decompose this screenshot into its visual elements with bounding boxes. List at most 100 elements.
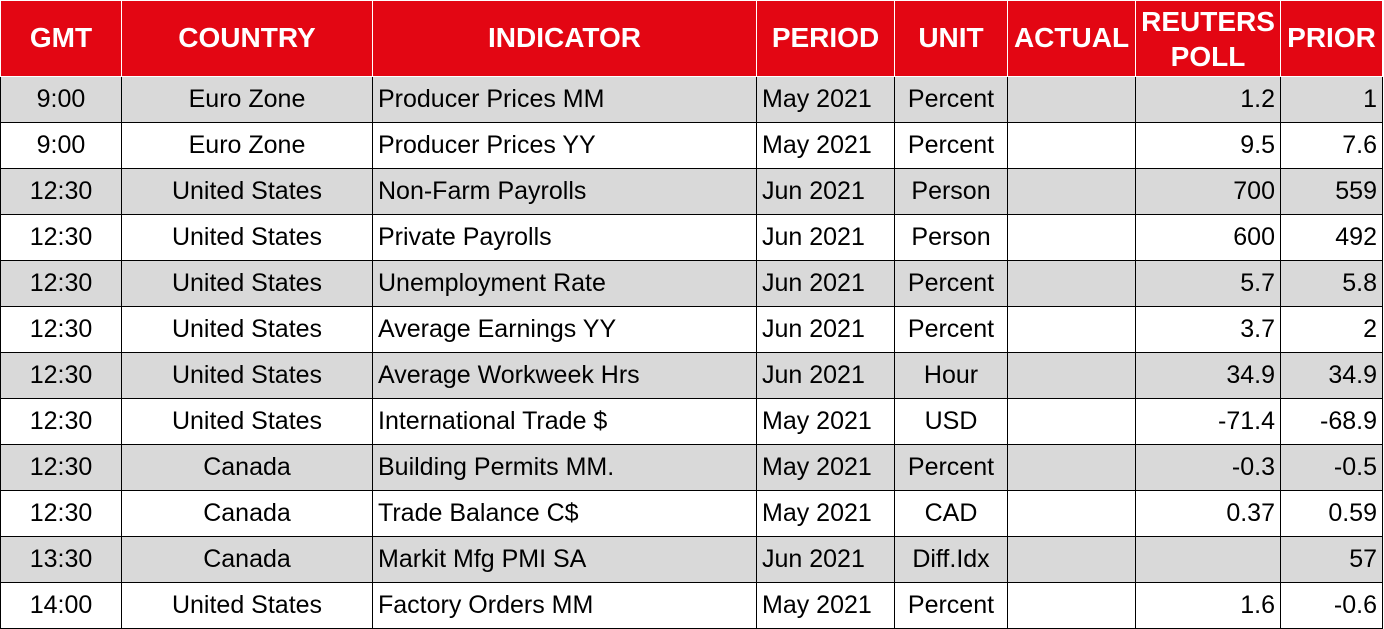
table-row: 12:30 United States Average Workweek Hrs Ju…: [0, 352, 1383, 399]
table-row: 9:00 Euro Zone Producer Prices YY May 2021 P…: [0, 122, 1383, 169]
cell-prior: 2: [1280, 306, 1383, 353]
cell-country: United States: [121, 306, 373, 353]
cell-country: United States: [121, 398, 373, 445]
cell-reuters-poll: 700: [1135, 168, 1281, 215]
header-country: COUNTRY: [121, 0, 373, 77]
cell-period: May 2021: [756, 76, 895, 123]
cell-actual: [1007, 490, 1136, 537]
cell-gmt: 12:30: [0, 260, 122, 307]
cell-period: May 2021: [756, 444, 895, 491]
cell-unit: Hour: [894, 352, 1008, 399]
cell-period: Jun 2021: [756, 536, 895, 583]
cell-period: May 2021: [756, 490, 895, 537]
cell-prior: 5.8: [1280, 260, 1383, 307]
cell-country: Canada: [121, 490, 373, 537]
header-row: GMT COUNTRY INDICATOR PERIOD UNIT ACTUAL…: [0, 0, 1383, 77]
cell-country: United States: [121, 168, 373, 215]
cell-indicator: Unemployment Rate: [372, 260, 757, 307]
cell-reuters-poll: 1.6: [1135, 582, 1281, 629]
cell-prior: -68.9: [1280, 398, 1383, 445]
cell-country: Euro Zone: [121, 76, 373, 123]
cell-period: May 2021: [756, 398, 895, 445]
cell-unit: Person: [894, 214, 1008, 261]
cell-unit: USD: [894, 398, 1008, 445]
cell-gmt: 13:30: [0, 536, 122, 583]
cell-unit: Percent: [894, 76, 1008, 123]
header-gmt: GMT: [0, 0, 122, 77]
cell-gmt: 9:00: [0, 122, 122, 169]
header-prior: PRIOR: [1280, 0, 1383, 77]
cell-country: United States: [121, 582, 373, 629]
table-row: 12:30 United States Unemployment Rate Jun 2…: [0, 260, 1383, 307]
cell-prior: 492: [1280, 214, 1383, 261]
cell-indicator: Markit Mfg PMI SA: [372, 536, 757, 583]
cell-gmt: 12:30: [0, 490, 122, 537]
cell-period: Jun 2021: [756, 168, 895, 215]
cell-reuters-poll: 5.7: [1135, 260, 1281, 307]
cell-period: May 2021: [756, 122, 895, 169]
cell-indicator: Building Permits MM.: [372, 444, 757, 491]
cell-indicator: Trade Balance C$: [372, 490, 757, 537]
cell-period: Jun 2021: [756, 306, 895, 353]
cell-actual: [1007, 444, 1136, 491]
cell-actual: [1007, 306, 1136, 353]
cell-indicator: Average Earnings YY: [372, 306, 757, 353]
cell-actual: [1007, 260, 1136, 307]
cell-unit: Percent: [894, 444, 1008, 491]
cell-prior: 34.9: [1280, 352, 1383, 399]
table-body: 9:00 Euro Zone Producer Prices MM May 2021 P…: [0, 76, 1383, 629]
cell-actual: [1007, 214, 1136, 261]
cell-reuters-poll: 9.5: [1135, 122, 1281, 169]
cell-period: Jun 2021: [756, 214, 895, 261]
header-period: PERIOD: [756, 0, 895, 77]
table-row: 13:30 Canada Markit Mfg PMI SA Jun 2021 Diff…: [0, 536, 1383, 583]
cell-country: United States: [121, 352, 373, 399]
cell-gmt: 12:30: [0, 214, 122, 261]
cell-gmt: 12:30: [0, 352, 122, 399]
cell-reuters-poll: 0.37: [1135, 490, 1281, 537]
cell-period: Jun 2021: [756, 352, 895, 399]
cell-indicator: Producer Prices MM: [372, 76, 757, 123]
cell-actual: [1007, 76, 1136, 123]
cell-unit: Percent: [894, 122, 1008, 169]
cell-country: Canada: [121, 444, 373, 491]
table-row: 14:00 United States Factory Orders MM May 2…: [0, 582, 1383, 629]
cell-reuters-poll: 3.7: [1135, 306, 1281, 353]
cell-reuters-poll: -71.4: [1135, 398, 1281, 445]
cell-unit: Percent: [894, 582, 1008, 629]
cell-gmt: 12:30: [0, 444, 122, 491]
table-row: 9:00 Euro Zone Producer Prices MM May 2021 P…: [0, 76, 1383, 123]
cell-actual: [1007, 398, 1136, 445]
cell-unit: CAD: [894, 490, 1008, 537]
cell-prior: 57: [1280, 536, 1383, 583]
cell-prior: 1: [1280, 76, 1383, 123]
cell-reuters-poll: 34.9: [1135, 352, 1281, 399]
cell-reuters-poll: -0.3: [1135, 444, 1281, 491]
cell-unit: Percent: [894, 306, 1008, 353]
table-row: 12:30 United States Average Earnings YY Jun…: [0, 306, 1383, 353]
cell-actual: [1007, 352, 1136, 399]
cell-prior: 559: [1280, 168, 1383, 215]
cell-unit: Person: [894, 168, 1008, 215]
cell-reuters-poll: [1135, 536, 1281, 583]
table-row: 12:30 Canada Building Permits MM. May 2021 P…: [0, 444, 1383, 491]
cell-indicator: International Trade $: [372, 398, 757, 445]
cell-reuters-poll: 600: [1135, 214, 1281, 261]
header-unit: UNIT: [894, 0, 1008, 77]
cell-actual: [1007, 122, 1136, 169]
header-indicator: INDICATOR: [372, 0, 757, 77]
table-row: 12:30 United States International Trade $ M…: [0, 398, 1383, 445]
cell-country: United States: [121, 260, 373, 307]
cell-indicator: Factory Orders MM: [372, 582, 757, 629]
cell-gmt: 12:30: [0, 168, 122, 215]
cell-indicator: Non-Farm Payrolls: [372, 168, 757, 215]
cell-prior: -0.6: [1280, 582, 1383, 629]
cell-prior: -0.5: [1280, 444, 1383, 491]
cell-country: Euro Zone: [121, 122, 373, 169]
cell-country: United States: [121, 214, 373, 261]
cell-actual: [1007, 582, 1136, 629]
cell-unit: Diff.Idx: [894, 536, 1008, 583]
cell-indicator: Private Payrolls: [372, 214, 757, 261]
cell-period: Jun 2021: [756, 260, 895, 307]
